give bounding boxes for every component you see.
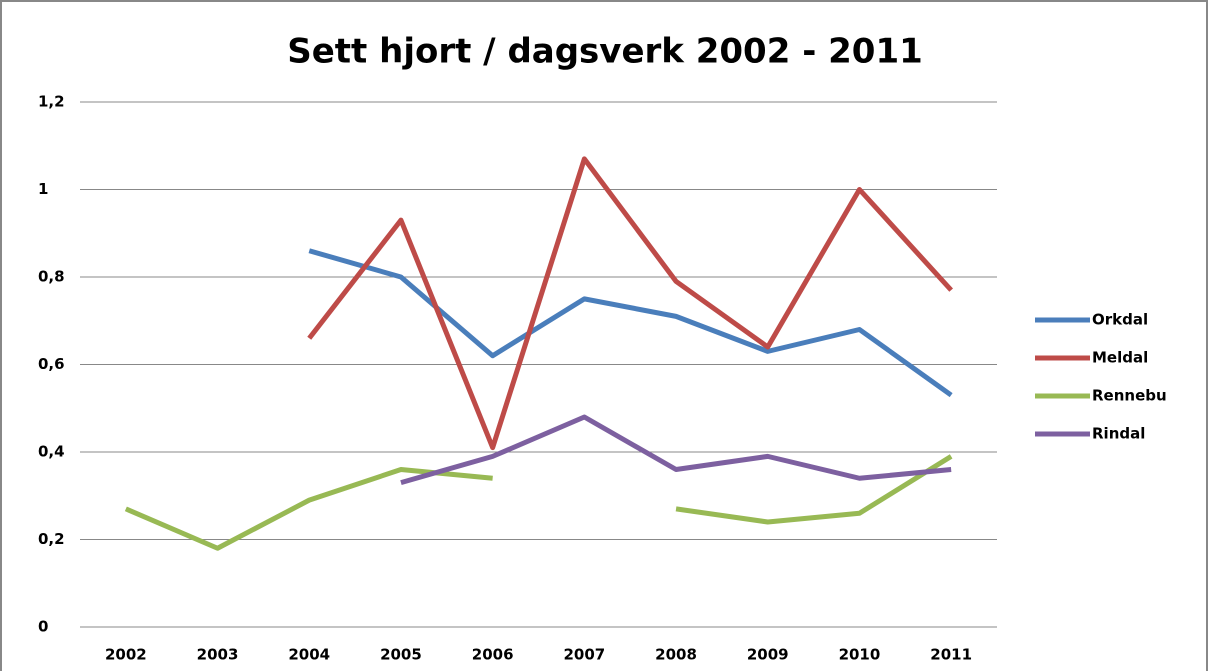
y-tick-label: 1: [38, 180, 48, 198]
legend-label: Rindal: [1092, 425, 1145, 443]
y-tick-label: 0,6: [38, 355, 65, 373]
chart-title: Sett hjort / dagsverk 2002 - 2011: [287, 32, 923, 72]
legend-label: Meldal: [1092, 349, 1148, 367]
x-tick-label: 2007: [563, 646, 605, 664]
x-tick-label: 2002: [105, 646, 147, 664]
x-tick-label: 2008: [655, 646, 697, 664]
series-line: [307, 156, 953, 451]
y-tick-label: 0,2: [38, 530, 65, 548]
series-line: [308, 248, 953, 398]
x-tick-label: 2003: [197, 646, 239, 664]
x-tick-label: 2010: [839, 646, 881, 664]
y-tick-label: 0,4: [38, 443, 65, 461]
x-tick-label: 2011: [930, 646, 972, 664]
y-tick-label: 0,8: [38, 268, 65, 286]
legend-label: Rennebu: [1092, 387, 1167, 405]
x-tick-label: 2006: [472, 646, 514, 664]
y-tick-label: 1,2: [38, 93, 65, 111]
series-line: [400, 414, 952, 486]
x-tick-label: 2009: [747, 646, 789, 664]
y-tick-label: 0: [38, 618, 48, 636]
legend-label: Orkdal: [1092, 311, 1148, 329]
x-tick-label: 2005: [380, 646, 422, 664]
x-tick-label: 2004: [288, 646, 330, 664]
